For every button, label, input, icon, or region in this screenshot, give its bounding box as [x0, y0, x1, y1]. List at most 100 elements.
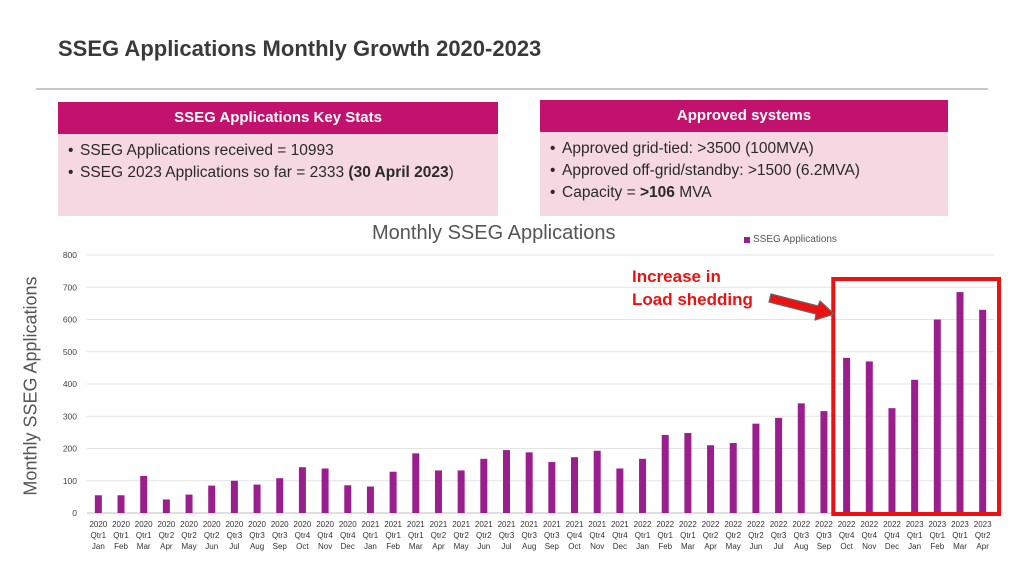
x-tick-label: 2021: [543, 520, 561, 529]
x-tick-label: 2023: [928, 520, 946, 529]
x-tick-label: Qtr1: [635, 531, 651, 540]
x-tick-label: Qtr2: [476, 531, 492, 540]
x-tick-label: Sep: [273, 542, 288, 551]
x-tick-label: Qtr1: [680, 531, 696, 540]
bar: [94, 495, 102, 513]
x-tick-label: Apr: [160, 542, 173, 551]
x-tick-label: Qtr1: [113, 531, 129, 540]
bar: [729, 443, 737, 513]
x-tick-label: 2022: [883, 520, 901, 529]
x-tick-label: Qtr1: [930, 531, 946, 540]
x-tick-label: Aug: [250, 542, 264, 551]
bar: [593, 450, 601, 513]
x-tick-label: 2021: [520, 520, 538, 529]
x-tick-label: Feb: [386, 542, 400, 551]
y-tick-label: 400: [63, 379, 77, 389]
capacity-unit: MVA: [674, 184, 712, 201]
x-tick-label: 2022: [815, 520, 833, 529]
x-tick-label: Jan: [908, 542, 921, 551]
x-tick-label: 2022: [770, 520, 788, 529]
x-tick-label: 2021: [407, 520, 425, 529]
y-tick-label: 600: [63, 315, 77, 325]
bar: [571, 457, 579, 513]
x-tick-label: Qtr4: [340, 531, 356, 540]
x-tick-label: 2022: [679, 520, 697, 529]
title-divider: [36, 88, 988, 90]
x-tick-label: Qtr3: [771, 531, 787, 540]
approved-grid-tied: Approved grid-tied: >3500 (100MVA): [550, 138, 938, 160]
key-stats-list: SSEG Applications received = 10993 SSEG …: [58, 134, 498, 184]
bar: [911, 379, 919, 513]
bar: [820, 411, 828, 513]
bar: [616, 468, 624, 513]
legend-swatch: [744, 236, 750, 243]
x-tick-label: Jan: [92, 542, 105, 551]
y-tick-label: 300: [63, 411, 77, 421]
y-tick-label: 0: [72, 508, 77, 518]
x-tick-label: Aug: [522, 542, 536, 551]
bar: [525, 452, 533, 513]
bar: [434, 470, 442, 513]
x-tick-label: 2020: [248, 520, 266, 529]
x-tick-label: Jan: [636, 542, 649, 551]
x-tick-label: 2020: [225, 520, 243, 529]
x-tick-label: Apr: [976, 542, 989, 551]
x-tick-label: Aug: [794, 542, 808, 551]
x-tick-label: Nov: [590, 542, 604, 551]
x-tick-label: May: [726, 542, 741, 551]
x-tick-label: Qtr2: [453, 531, 469, 540]
x-tick-label: Qtr2: [204, 531, 220, 540]
annotation-arrow: [768, 293, 835, 321]
x-tick-label: Mar: [409, 542, 423, 551]
x-tick-label: Dec: [613, 542, 627, 551]
x-tick-label: Qtr2: [748, 531, 764, 540]
x-tick-label: 2021: [362, 520, 380, 529]
x-tick-label: 2020: [294, 520, 312, 529]
x-tick-label: Qtr1: [136, 531, 152, 540]
x-tick-label: Qtr4: [612, 531, 628, 540]
x-tick-label: 2020: [157, 520, 175, 529]
x-tick-label: Qtr3: [521, 531, 537, 540]
x-tick-label: Dec: [885, 542, 899, 551]
bar: [253, 484, 261, 513]
x-tick-label: Qtr2: [975, 531, 991, 540]
bar: [366, 486, 374, 513]
x-tick-label: Apr: [704, 542, 717, 551]
bar: [933, 319, 941, 513]
bar: [956, 292, 964, 513]
x-tick-label: Oct: [296, 542, 309, 551]
x-tick-label: Jun: [477, 542, 490, 551]
annotation-layer: Increase in Load shedding: [632, 267, 1002, 516]
bar: [843, 357, 851, 513]
x-tick-label: 2021: [452, 520, 470, 529]
bar: [389, 471, 397, 513]
x-tick-label: Qtr4: [589, 531, 605, 540]
bar: [865, 361, 873, 513]
x-tick-label: 2022: [702, 520, 720, 529]
x-tick-label: Qtr1: [363, 531, 379, 540]
bar: [298, 467, 306, 513]
capacity-value: >106: [639, 184, 675, 201]
bar: [979, 309, 987, 513]
x-tick-label: Qtr2: [159, 531, 175, 540]
x-tick-label: 2022: [656, 520, 674, 529]
x-tick-label: 2021: [611, 520, 629, 529]
x-tick-label: 2021: [384, 520, 402, 529]
approved-systems-panel: Approved systems Approved grid-tied: >35…: [540, 100, 948, 216]
x-tick-label: Qtr4: [567, 531, 583, 540]
x-tick-label: Jan: [364, 542, 377, 551]
y-tick-label: 700: [63, 282, 77, 292]
bar: [775, 417, 783, 513]
so-far-label: SSEG 2023 Applications so far = 2333: [80, 164, 349, 181]
x-tick-label: Qtr3: [816, 531, 832, 540]
bar: [117, 495, 125, 513]
bar: [639, 458, 647, 513]
x-tick-label: Feb: [658, 542, 672, 551]
bar: [162, 499, 170, 513]
x-tick-label: Mar: [681, 542, 695, 551]
x-tick-label: 2023: [974, 520, 992, 529]
x-tick-label: 2023: [951, 520, 969, 529]
x-tick-label: Jun: [205, 542, 218, 551]
bar: [230, 480, 238, 513]
